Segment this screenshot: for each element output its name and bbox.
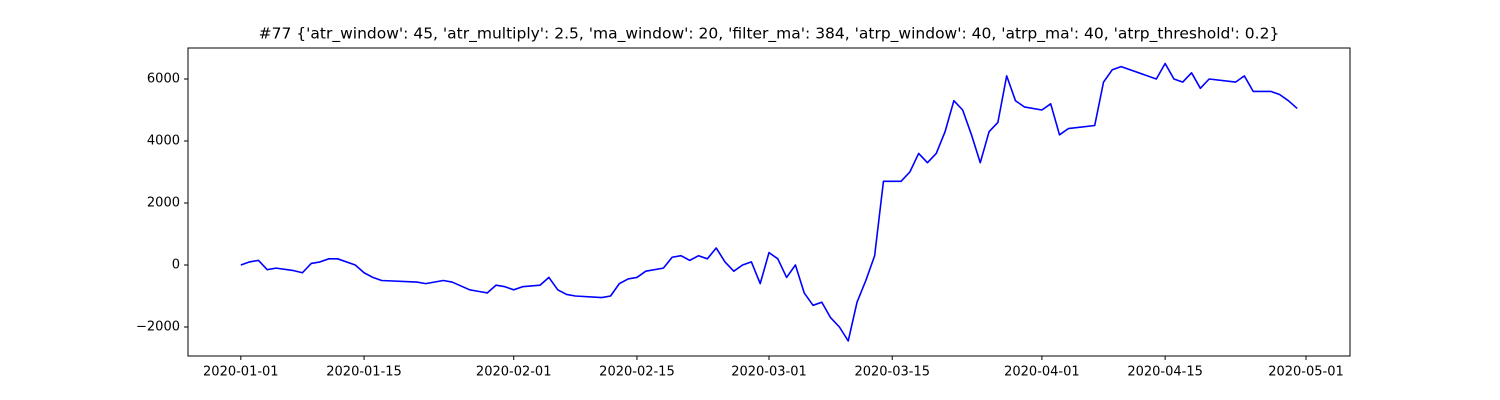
x-tick-label: 2020-03-01 (731, 365, 807, 380)
x-tick-label: 2020-02-01 (476, 365, 552, 380)
x-tick-label: 2020-03-15 (854, 365, 930, 380)
y-tick-label: 2000 (147, 196, 180, 211)
y-tick-label: 4000 (147, 134, 180, 149)
plot-frame (187, 47, 1351, 357)
y-tick-label: 6000 (147, 72, 180, 87)
x-tick-label: 2020-04-01 (1004, 365, 1080, 380)
x-tick-label: 2020-01-01 (203, 365, 279, 380)
chart-title: #77 {'atr_window': 45, 'atr_multiply': 2… (259, 25, 1280, 44)
y-tick-label: 0 (172, 258, 180, 273)
line-series (240, 62, 1298, 342)
x-tick-label: 2020-02-15 (599, 365, 675, 380)
y-tick-label: −2000 (136, 320, 180, 335)
x-tick-label: 2020-01-15 (326, 365, 402, 380)
x-tick-label: 2020-04-15 (1127, 365, 1203, 380)
x-tick-label: 2020-05-01 (1268, 365, 1344, 380)
